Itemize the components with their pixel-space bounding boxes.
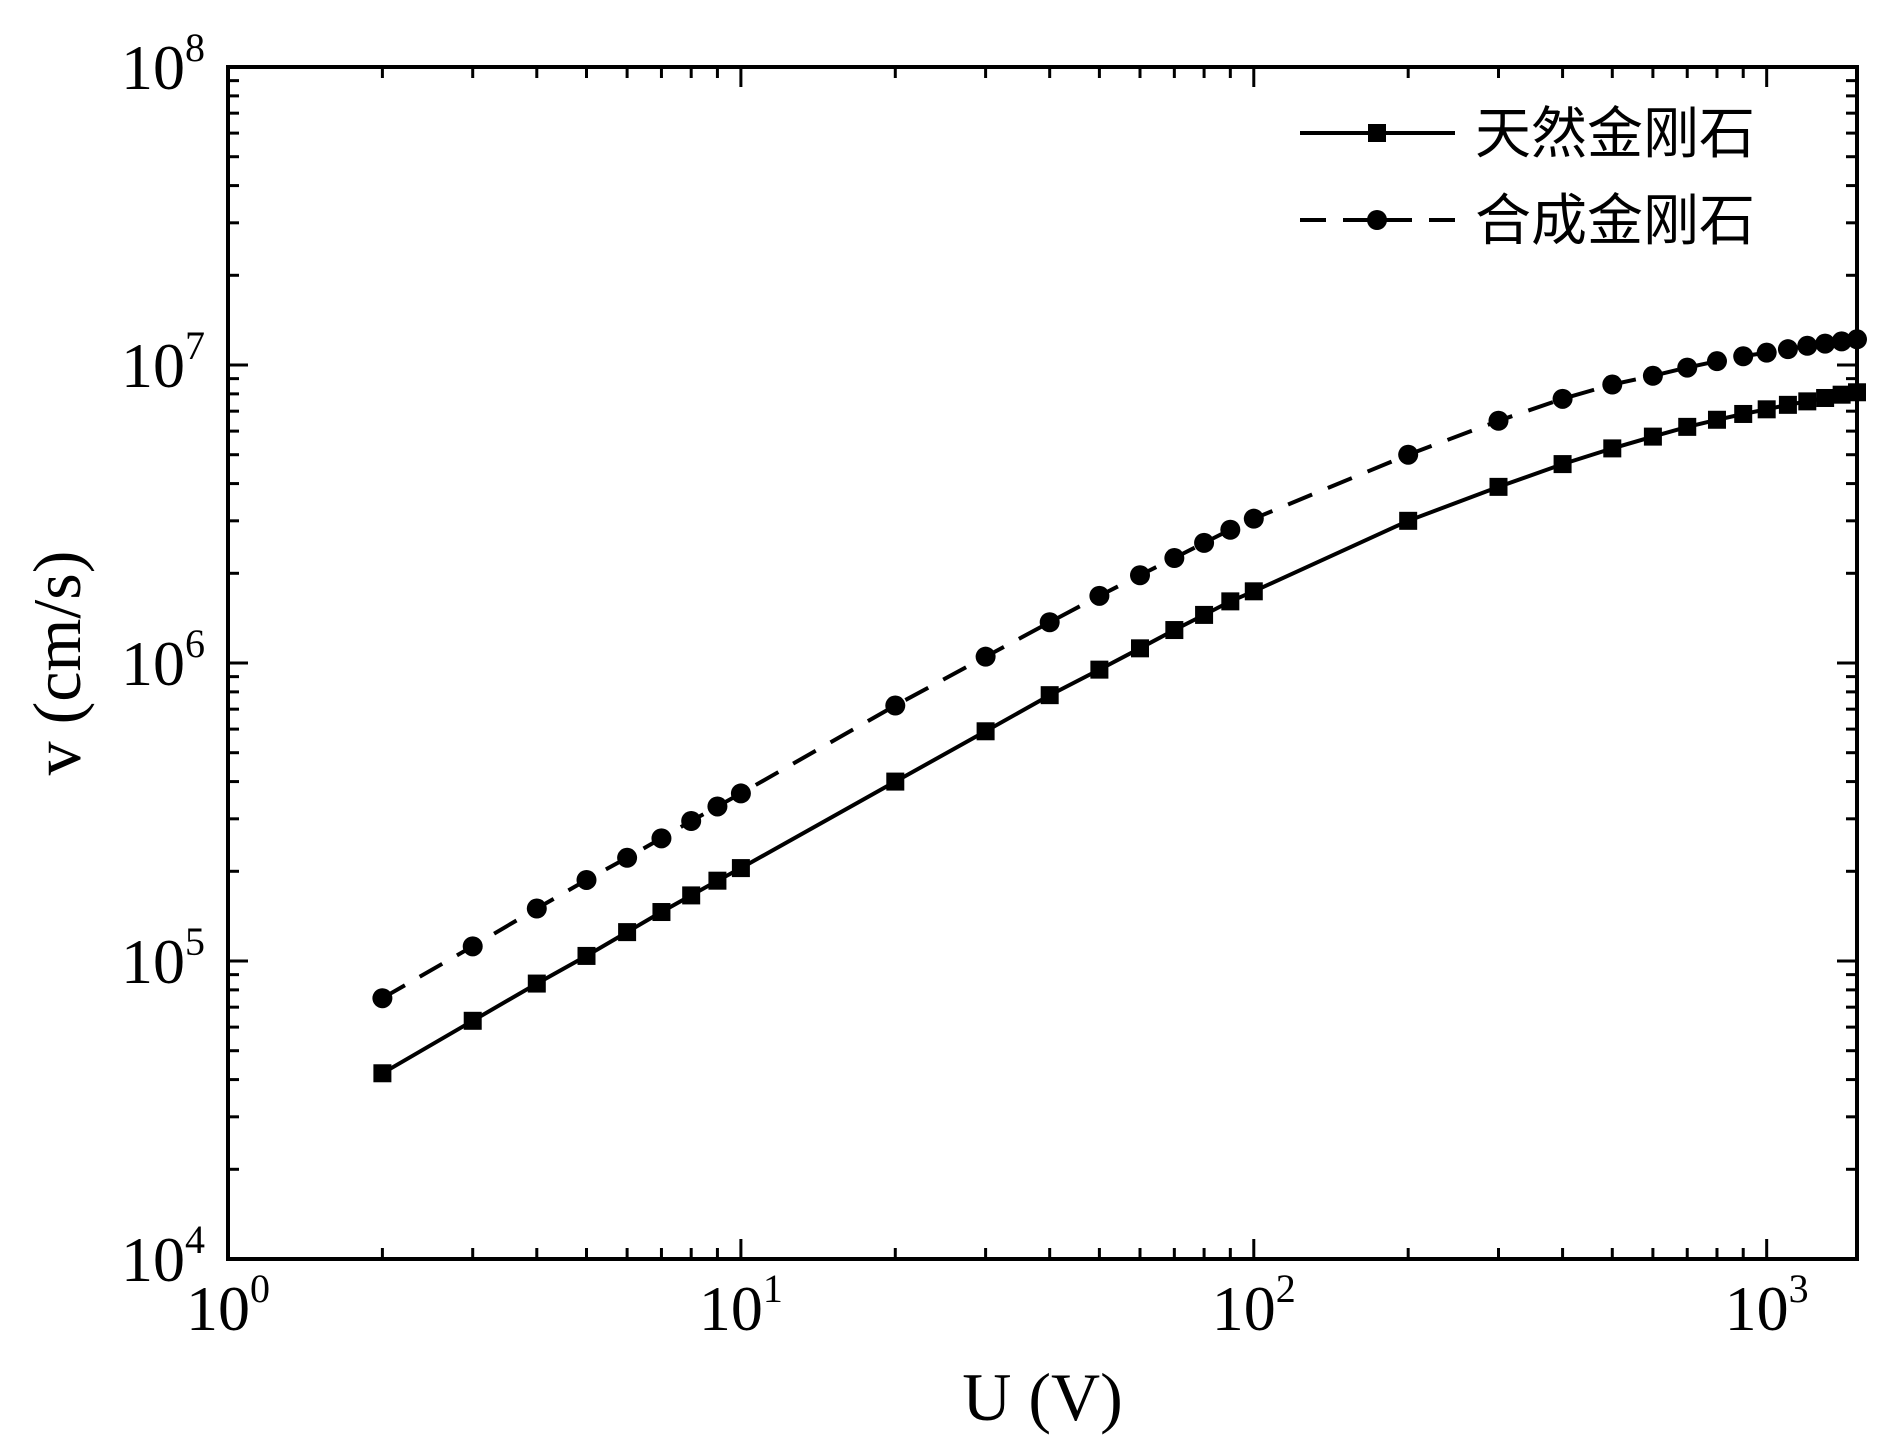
x-tick-label: 102 [1212, 1266, 1296, 1344]
data-point [1243, 508, 1264, 529]
data-point [1831, 331, 1852, 352]
data-point [1194, 532, 1215, 553]
data-point [618, 923, 637, 942]
data-point [886, 772, 905, 791]
data-point [731, 859, 750, 878]
data-point [1220, 519, 1241, 540]
data-point [1603, 439, 1622, 458]
y-tick-label: 107 [121, 323, 205, 401]
data-point [1678, 417, 1697, 436]
legend-item: 天然金刚石 [1300, 102, 1755, 167]
data-point [1552, 388, 1573, 409]
data-point [1195, 605, 1214, 624]
x-axis-title: U (V) [962, 1359, 1123, 1435]
legend-marker [1367, 210, 1387, 230]
data-point [1131, 639, 1150, 658]
y-axis-title: v (cm/s) [19, 551, 95, 776]
data-point [730, 783, 751, 804]
data-point [372, 988, 393, 1009]
data-point [651, 828, 672, 849]
data-point [462, 936, 483, 957]
legend-label: 天然金刚石 [1475, 102, 1755, 167]
legend-item: 合成金刚石 [1300, 189, 1755, 254]
data-point [1777, 339, 1798, 360]
data-point [1164, 548, 1185, 569]
data-point [681, 810, 702, 831]
y-tick-label: 105 [121, 919, 205, 997]
legend-marker [1368, 124, 1386, 142]
data-point [577, 946, 596, 965]
y-tick-label: 106 [121, 621, 205, 699]
data-point [576, 869, 597, 890]
data-point [1399, 511, 1418, 530]
data-point [1757, 400, 1776, 419]
data-point [1733, 346, 1754, 367]
data-point [1734, 404, 1753, 423]
data-point [1706, 351, 1727, 372]
x-tick-labels: 100 101 102 103 [186, 1266, 1809, 1344]
data-point [708, 871, 727, 890]
data-point [1778, 395, 1797, 414]
data-point [976, 722, 995, 741]
x-tick-label: 103 [1725, 1266, 1809, 1344]
data-point [1602, 374, 1623, 395]
data-point [707, 796, 728, 817]
data-point [1677, 357, 1698, 378]
data-point [1642, 365, 1663, 386]
series-line [381, 337, 1858, 1000]
data-point [1489, 477, 1508, 496]
x-tick-label: 101 [699, 1266, 783, 1344]
data-point [1040, 686, 1059, 705]
y-tick-label: 104 [121, 1217, 205, 1295]
data-point [1090, 660, 1109, 679]
data-point [617, 847, 638, 868]
data-point [1039, 612, 1060, 633]
data-point [373, 1064, 392, 1083]
data-point [1798, 392, 1817, 411]
data-point [1756, 342, 1777, 363]
data-point [463, 1011, 482, 1030]
data-point [1815, 333, 1836, 354]
data-point [1797, 335, 1818, 356]
x-tick-label: 100 [186, 1266, 270, 1344]
data-point [1832, 385, 1851, 404]
data-point [1165, 621, 1184, 640]
data-point [1221, 592, 1240, 611]
data-point [1816, 388, 1835, 407]
data-point [1244, 582, 1263, 601]
data-point [527, 974, 546, 993]
series-1 [373, 383, 1866, 1083]
data-point [1488, 410, 1509, 431]
data-point [1707, 410, 1726, 429]
data-point [526, 898, 547, 919]
data-point [652, 903, 671, 922]
series-2 [372, 329, 1867, 1009]
data-point [1643, 427, 1662, 446]
data-point [1130, 565, 1151, 586]
plot-series [372, 329, 1867, 1083]
series-line [381, 390, 1858, 1076]
legend-label: 合成金刚石 [1475, 189, 1755, 254]
data-point [1398, 444, 1419, 465]
data-point [1553, 455, 1572, 474]
y-tick-label: 108 [121, 25, 205, 103]
data-point [682, 886, 701, 905]
data-point [1089, 585, 1110, 606]
data-point [885, 695, 906, 716]
y-tick-labels: 104 105 106 107 108 [121, 25, 205, 1295]
data-point [975, 646, 996, 667]
plot-frame [226, 65, 1859, 1261]
